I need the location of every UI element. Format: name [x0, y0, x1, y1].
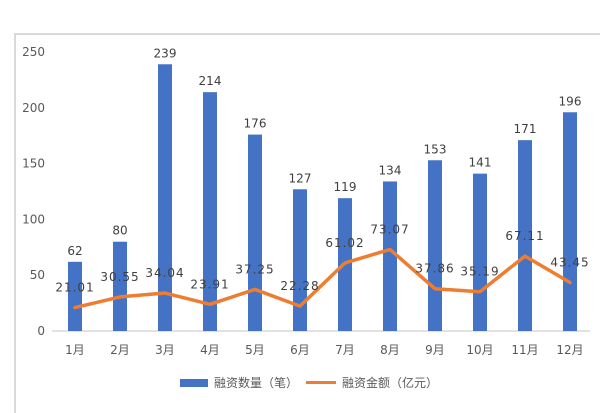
x-axis-ticks: 1月 2月 3月 4月 5月 6月 7月 8月 9月 10月 11月 12月: [65, 343, 583, 357]
bar-value-label: 119: [334, 180, 357, 194]
bar-swatch-icon: [180, 378, 208, 387]
bar[interactable]: [68, 261, 82, 331]
bar-value-label: 239: [154, 46, 177, 60]
bar-value-label: 141: [469, 156, 492, 170]
legend-bar-label: 融资数量（笔）: [214, 376, 299, 390]
line-value-label: 21.01: [55, 281, 94, 295]
y-axis-ticks: 0 50 100 150 200 250: [22, 45, 45, 338]
line-value-label: 35.19: [460, 265, 499, 279]
bar[interactable]: [563, 112, 577, 331]
line-value-label: 67.11: [505, 229, 544, 243]
bar[interactable]: [428, 160, 442, 331]
bar[interactable]: [518, 140, 532, 331]
x-tick-label: 3月: [155, 343, 175, 357]
x-tick-label: 7月: [335, 343, 355, 357]
line-value-label: 34.04: [145, 266, 184, 280]
line-data-labels: 21.01 30.55 34.04 23.91 37.25 22.28 61.02 73.07…: [55, 222, 589, 295]
line-value-label: 37.25: [235, 262, 274, 276]
line-value-label: 30.55: [100, 270, 139, 284]
legend-item-line[interactable]: 融资金额（亿元）: [306, 374, 438, 391]
bar[interactable]: [293, 189, 307, 331]
x-tick-label: 6月: [290, 343, 310, 357]
bar-value-label: 127: [289, 171, 312, 185]
bar-value-label: 80: [112, 224, 127, 238]
bar-value-label: 176: [244, 117, 267, 131]
bar-value-label: 214: [199, 74, 222, 88]
bar[interactable]: [203, 92, 217, 332]
legend-item-bar[interactable]: 融资数量（笔）: [180, 374, 298, 391]
legend-line-label: 融资金额（亿元）: [342, 376, 439, 390]
bar-value-label: 62: [67, 244, 82, 258]
x-tick-label: 10月: [466, 343, 493, 357]
x-tick-label: 2月: [110, 343, 130, 357]
bar-series: [68, 64, 577, 332]
bar-value-label: 134: [379, 163, 402, 177]
bar-value-label: 171: [514, 122, 537, 136]
x-tick-label: 11月: [511, 343, 538, 357]
y-tick-label: 0: [37, 324, 45, 338]
y-tick-label: 100: [22, 212, 45, 226]
x-tick-label: 9月: [425, 343, 445, 357]
combo-chart: 0 50 100 150 200 250 62 80 239 214 176 127 119 134 15…: [22, 45, 590, 357]
x-tick-label: 4月: [200, 343, 220, 357]
legend: 融资数量（笔） 融资金额（亿元）: [180, 374, 446, 391]
bar[interactable]: [473, 173, 487, 331]
line-value-label: 43.45: [550, 256, 589, 270]
y-tick-label: 250: [22, 45, 45, 59]
chart-frame: [14, 33, 600, 413]
bar[interactable]: [248, 134, 262, 331]
line-swatch-icon: [306, 381, 337, 384]
y-tick-label: 50: [30, 268, 45, 282]
x-tick-label: 5月: [245, 343, 265, 357]
bar[interactable]: [383, 181, 397, 331]
line-series: [73, 247, 572, 310]
bar-value-label: 196: [559, 94, 582, 108]
line-value-label: 37.86: [415, 262, 454, 276]
line-value-label: 23.91: [190, 277, 229, 291]
bar[interactable]: [113, 241, 127, 331]
x-tick-label: 8月: [380, 343, 400, 357]
y-tick-label: 200: [22, 101, 45, 115]
x-tick-label: 12月: [556, 343, 583, 357]
bar-value-label: 153: [424, 142, 447, 156]
y-tick-label: 150: [22, 157, 45, 171]
line-value-label: 22.28: [280, 279, 319, 293]
bar[interactable]: [158, 64, 172, 331]
bar-data-labels: 62 80 239 214 176 127 119 134 153 141 171 196: [67, 46, 581, 258]
x-tick-label: 1月: [65, 343, 85, 357]
line-value-label: 73.07: [370, 222, 409, 236]
line-value-label: 61.02: [325, 236, 364, 250]
